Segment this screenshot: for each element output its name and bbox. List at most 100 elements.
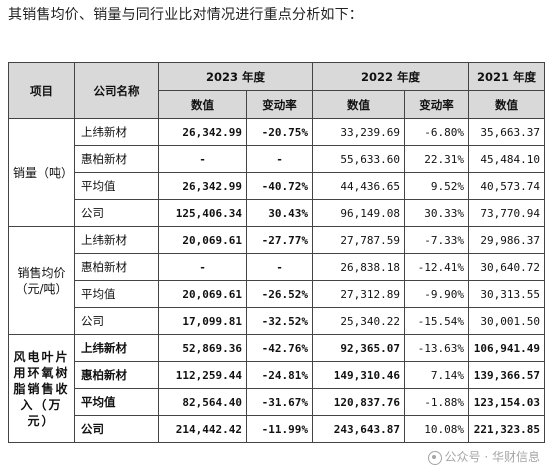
value-2022-cell: 27,787.59 xyxy=(312,226,406,254)
company-cell: 上纬新材 xyxy=(74,334,159,362)
value-2022-cell: 120,837.76 xyxy=(312,388,406,416)
header-2022-value: 数值 xyxy=(312,90,406,119)
value-2021-cell: 35,663.37 xyxy=(468,118,546,146)
table-row: 公司 214,442.42 -11.99% 243,643.87 10.08% 221,3… xyxy=(9,415,546,443)
header-2023: 2023 年度 xyxy=(157,62,314,91)
change-2022-cell: 10.08% xyxy=(404,415,470,443)
change-2023-cell: -20.75% xyxy=(245,118,314,146)
change-2023-cell: 30.43% xyxy=(245,199,314,227)
change-2023-cell: -40.72% xyxy=(245,172,314,200)
value-2023-cell: 52,869.36 xyxy=(158,334,247,362)
value-2021-cell: 45,484.10 xyxy=(468,145,546,173)
company-cell: 惠柏新材 xyxy=(74,253,159,281)
company-cell: 平均值 xyxy=(74,388,159,416)
table-row: 惠柏新材 112,259.44 -24.81% 149,310.46 7.14% 139,… xyxy=(9,361,546,389)
watermark-text: 公众号 · 华财信息 xyxy=(444,450,540,464)
header-2021: 2021 年度 xyxy=(468,62,546,91)
value-2023-cell: - xyxy=(158,253,247,281)
value-2022-cell: 33,239.69 xyxy=(312,118,406,146)
company-cell: 公司 xyxy=(74,307,159,335)
value-2023-cell: 214,442.42 xyxy=(158,415,247,443)
change-2022-cell: -9.90% xyxy=(404,280,470,308)
value-2022-cell: 27,312.89 xyxy=(312,280,406,308)
table-row: 平均值 26,342.99 -40.72% 44,436.65 9.52% 40,573.… xyxy=(9,172,546,200)
company-cell: 公司 xyxy=(74,415,159,443)
intro-text: 其销售均价、销量与同行业比对情况进行重点分析如下： xyxy=(8,7,363,23)
header-item: 项目 xyxy=(8,62,75,119)
header-2022: 2022 年度 xyxy=(312,62,470,91)
change-2023-cell: - xyxy=(245,253,314,281)
value-2022-cell: 44,436.65 xyxy=(312,172,406,200)
value-2021-cell: 123,154.03 xyxy=(468,388,546,416)
change-2022-cell: -12.41% xyxy=(404,253,470,281)
value-2023-cell: 20,069.61 xyxy=(158,280,247,308)
value-2023-cell: 125,406.34 xyxy=(158,199,247,227)
value-2021-cell: 30,640.72 xyxy=(468,253,546,281)
change-2023-cell: -32.52% xyxy=(245,307,314,335)
value-2021-cell: 29,986.37 xyxy=(468,226,546,254)
category-cell: 风电叶片用环氧树脂销售收入（万元） xyxy=(8,334,75,443)
table-row: 惠柏新材 - -55,633.60 22.31% 45,484.10 xyxy=(9,145,546,173)
watermark: 公众号 · 华财信息 xyxy=(427,448,540,465)
change-2022-cell: -6.80% xyxy=(404,118,470,146)
header-2021-value: 数值 xyxy=(468,90,546,119)
value-2021-cell: 30,001.50 xyxy=(468,307,546,335)
value-2022-cell: 149,310.46 xyxy=(312,361,406,389)
value-2021-cell: 106,941.49 xyxy=(468,334,546,362)
company-cell: 平均值 xyxy=(74,280,159,308)
value-2021-cell: 73,770.94 xyxy=(468,199,546,227)
value-2022-cell: 25,340.22 xyxy=(312,307,406,335)
value-2023-cell: 20,069.61 xyxy=(158,226,247,254)
change-2022-cell: -7.33% xyxy=(404,226,470,254)
change-2022-cell: -1.88% xyxy=(404,388,470,416)
value-2022-cell: 26,838.18 xyxy=(312,253,406,281)
value-2021-cell: 30,313.55 xyxy=(468,280,546,308)
wechat-icon xyxy=(427,450,442,465)
value-2023-cell: 82,564.40 xyxy=(158,388,247,416)
table-row: 风电叶片用环氧树脂销售收入（万元） 上纬新材 52,869.36 -42.76% 92,… xyxy=(8,334,546,443)
change-2023-cell: -26.52% xyxy=(245,280,314,308)
change-2023-cell: -27.77% xyxy=(245,226,314,254)
company-cell: 平均值 xyxy=(74,172,159,200)
change-2022-cell: 22.31% xyxy=(404,145,470,173)
value-2023-cell: 112,259.44 xyxy=(158,361,247,389)
change-2023-cell: -31.67% xyxy=(245,388,314,416)
table-row: 惠柏新材 - -26,838.18 -12.41% 30,640.72 xyxy=(9,253,546,281)
value-2023-cell: - xyxy=(158,145,247,173)
change-2022-cell: 9.52% xyxy=(404,172,470,200)
company-cell: 惠柏新材 xyxy=(74,145,159,173)
value-2022-cell: 96,149.08 xyxy=(312,199,406,227)
table-row: 公司 125,406.34 30.43% 96,149.08 30.33% 73,770.… xyxy=(9,199,546,227)
table-row: 销量（吨） 上纬新材 26,342.99 -20.75% 33,239.69 -6.80%… xyxy=(8,118,546,227)
table-row: 公司 17,099.81 -32.52% 25,340.22 -15.54% 30,001… xyxy=(9,307,546,335)
header-2023-value: 数值 xyxy=(158,90,247,119)
value-2023-cell: 26,342.99 xyxy=(158,118,247,146)
change-2022-cell: 30.33% xyxy=(404,199,470,227)
value-2021-cell: 40,573.74 xyxy=(468,172,546,200)
company-cell: 上纬新材 xyxy=(74,118,159,146)
change-2023-cell: - xyxy=(245,145,314,173)
category-cell: 销售均价（元/吨） xyxy=(8,226,75,335)
value-2022-cell: 55,633.60 xyxy=(312,145,406,173)
value-2022-cell: 92,365.07 xyxy=(312,334,406,362)
change-2022-cell: -15.54% xyxy=(404,307,470,335)
value-2021-cell: 221,323.85 xyxy=(468,415,546,443)
change-2023-cell: -42.76% xyxy=(245,334,314,362)
change-2022-cell: 7.14% xyxy=(404,361,470,389)
value-2022-cell: 243,643.87 xyxy=(312,415,406,443)
company-cell: 惠柏新材 xyxy=(74,361,159,389)
table-row: 平均值 20,069.61 -26.52% 27,312.89 -9.90% 30,313… xyxy=(9,280,546,308)
company-cell: 上纬新材 xyxy=(74,226,159,254)
table-row: 销售均价（元/吨） 上纬新材 20,069.61 -27.77% 27,787.59 -7… xyxy=(8,226,546,335)
value-2023-cell: 26,342.99 xyxy=(158,172,247,200)
header-company: 公司名称 xyxy=(74,62,159,119)
company-cell: 公司 xyxy=(74,199,159,227)
header-2023-change: 变动率 xyxy=(245,90,314,119)
value-2021-cell: 139,366.57 xyxy=(468,361,546,389)
change-2022-cell: -13.63% xyxy=(404,334,470,362)
change-2023-cell: -11.99% xyxy=(245,415,314,443)
header-2022-change: 变动率 xyxy=(404,90,470,119)
table-row: 平均值 82,564.40 -31.67% 120,837.76 -1.88% 123,1… xyxy=(9,388,546,416)
comparison-table: 项目 公司名称 2023 年度 2022 年度 2021 年度 数值 变动率 数… xyxy=(8,62,546,443)
value-2023-cell: 17,099.81 xyxy=(158,307,247,335)
